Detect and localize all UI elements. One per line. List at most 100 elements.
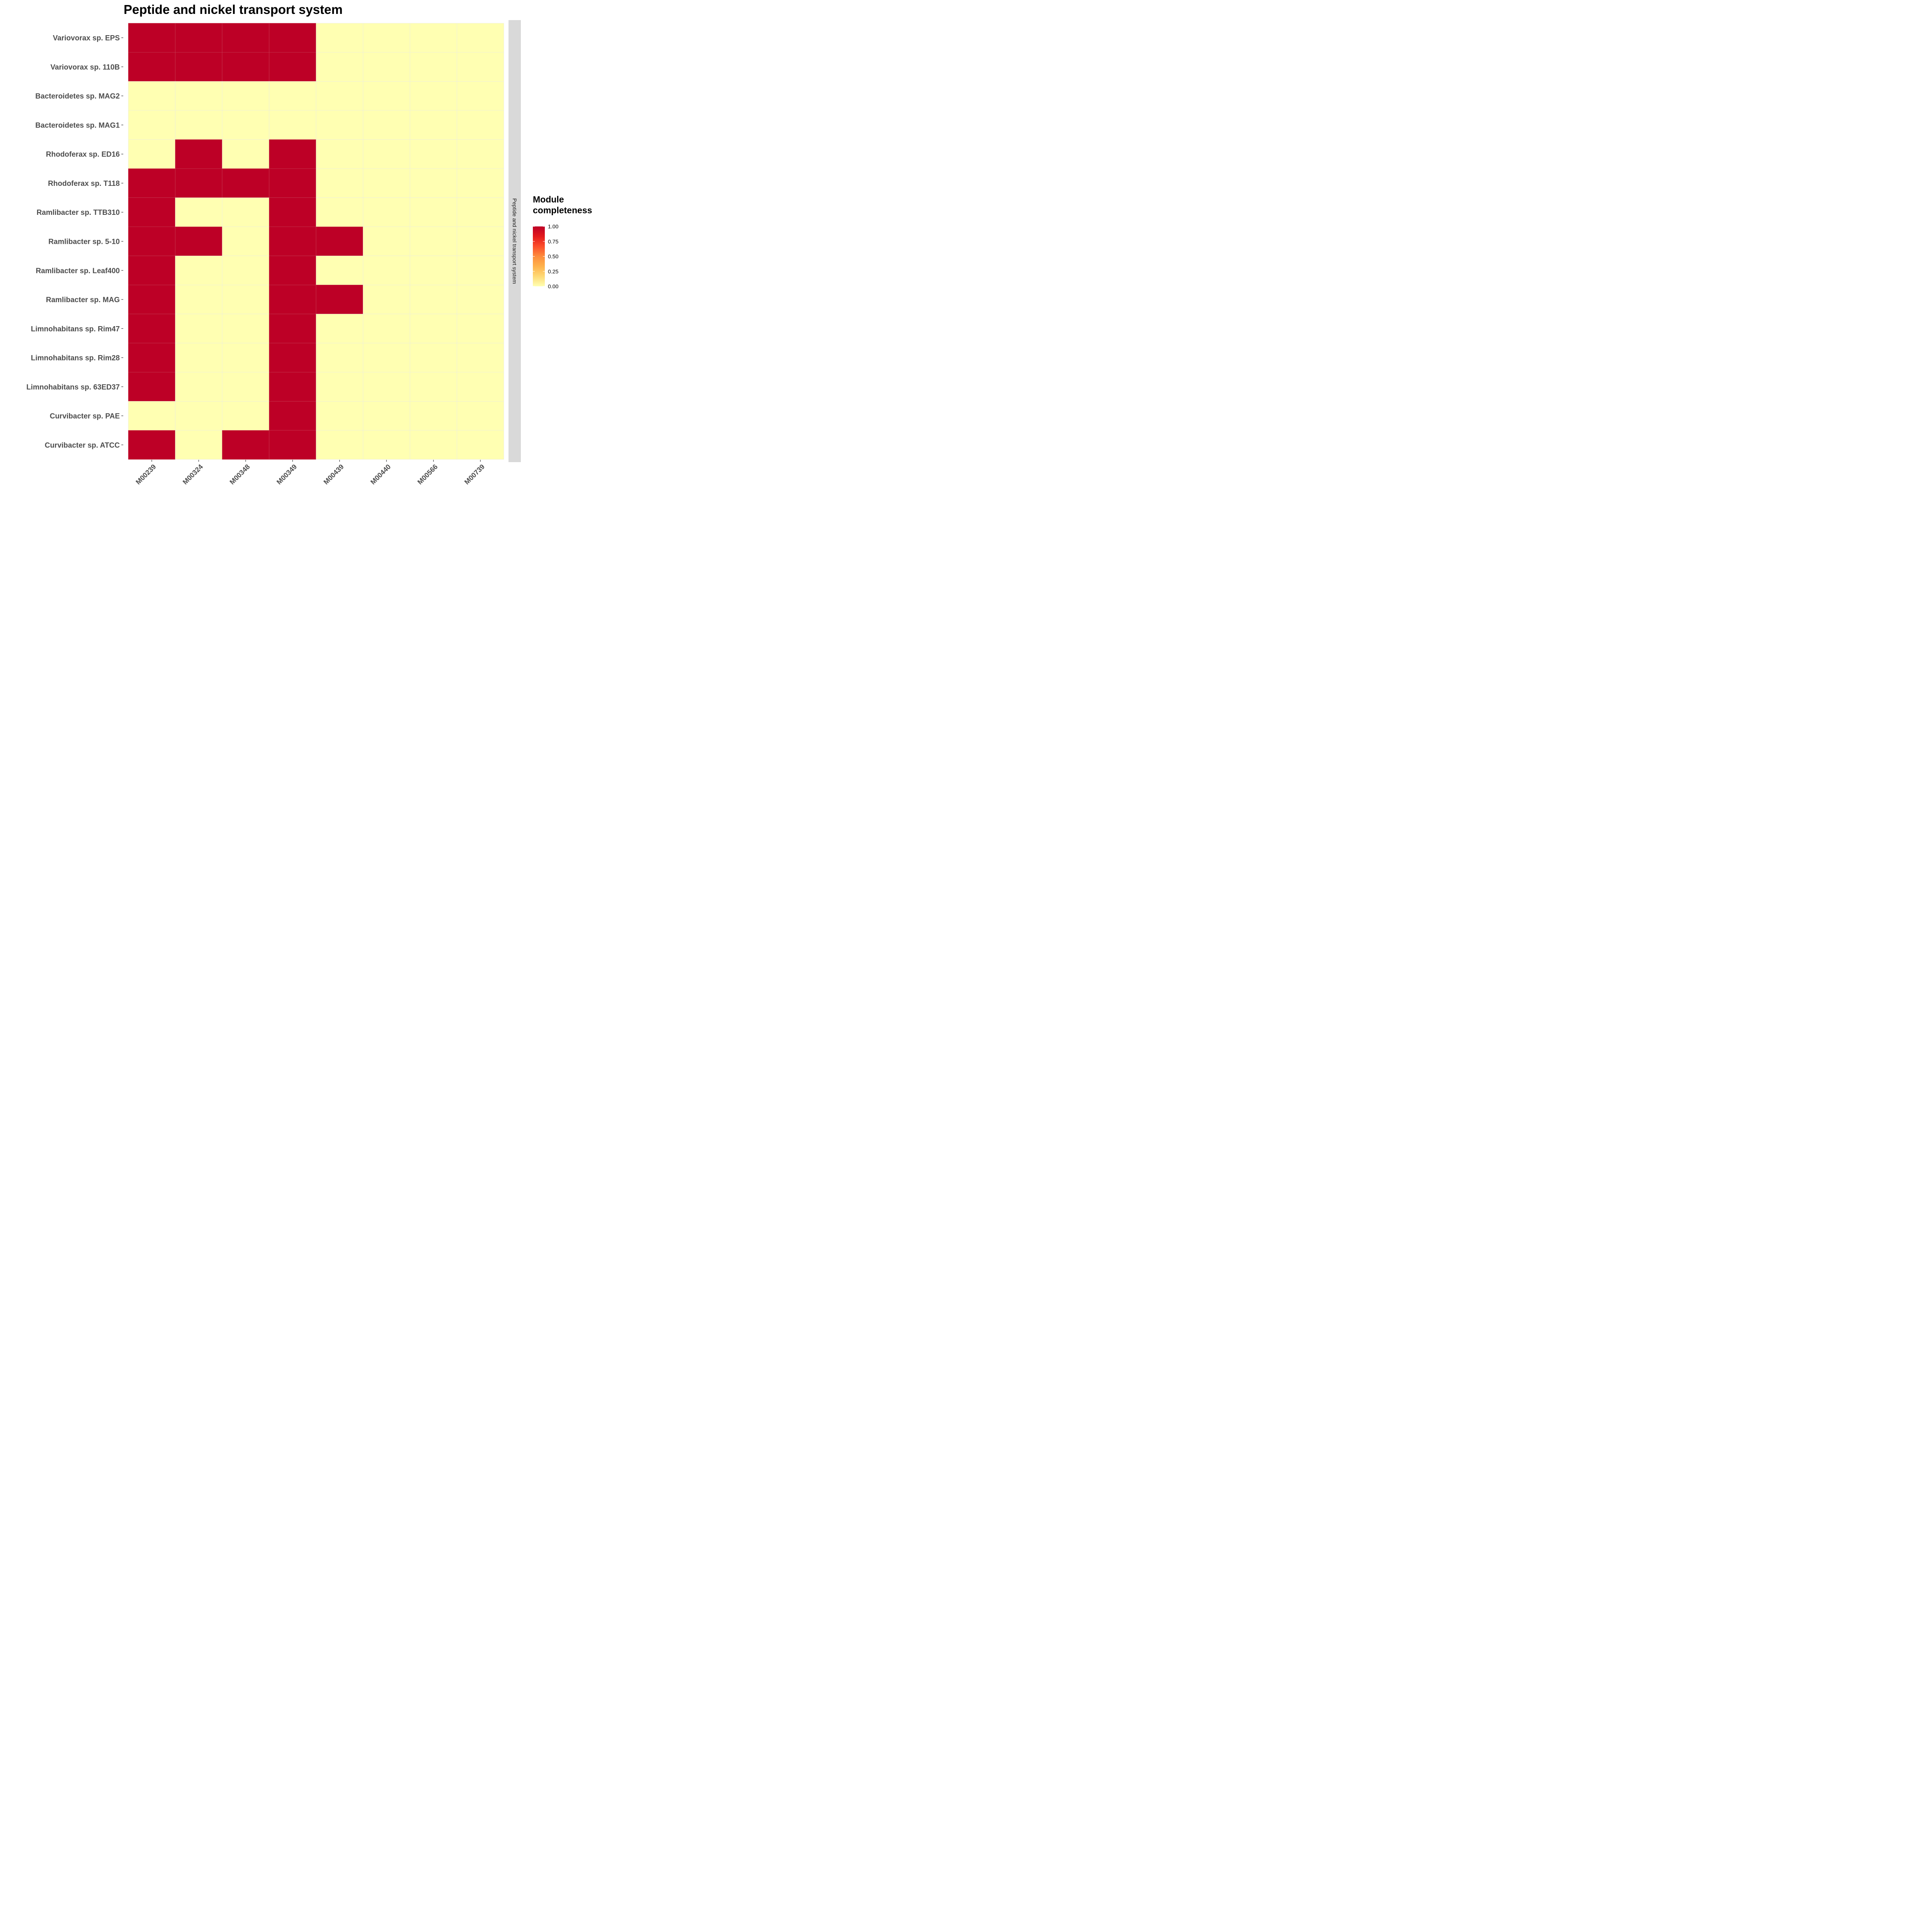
heatmap-cells xyxy=(128,23,504,460)
heatmap-cell xyxy=(316,343,363,372)
legend-tick-label: 0.00 xyxy=(548,283,558,289)
heatmap-cell xyxy=(269,168,316,198)
heatmap-cell xyxy=(363,139,410,169)
heatmap-cell xyxy=(175,343,223,372)
heatmap-cell xyxy=(457,226,504,256)
heatmap-cell xyxy=(128,81,175,111)
heatmap-cell xyxy=(316,139,363,169)
heatmap-cell xyxy=(363,314,410,344)
heatmap-cell xyxy=(175,168,223,198)
y-tick-label: Rhodoferax sp. ED16 xyxy=(46,151,120,159)
heatmap-cell xyxy=(457,255,504,285)
heatmap-cell xyxy=(128,401,175,431)
legend-tick-label: 0.75 xyxy=(548,238,558,245)
heatmap-cell xyxy=(410,430,457,460)
legend-tick-label: 0.25 xyxy=(548,268,558,274)
y-tick-label: Curvibacter sp. PAE xyxy=(50,412,120,420)
heatmap-cell xyxy=(410,343,457,372)
heatmap-cell xyxy=(269,197,316,227)
heatmap-cell xyxy=(316,81,363,111)
heatmap-cell xyxy=(410,401,457,431)
x-tick-label: M00348 xyxy=(228,463,251,486)
facet-strip-label: Peptide and nickel transport system xyxy=(512,198,518,284)
heatmap-cell xyxy=(175,372,223,401)
heatmap-cell xyxy=(410,23,457,53)
heatmap-cell xyxy=(316,23,363,53)
y-tick-label: Limnohabitans sp. Rim28 xyxy=(31,354,120,362)
heatmap-cell xyxy=(457,314,504,344)
y-tick-label: Rhodoferax sp. T118 xyxy=(48,180,120,188)
heatmap-cell xyxy=(269,285,316,314)
x-tick-label: M00440 xyxy=(369,463,392,486)
heatmap-cell xyxy=(222,110,269,140)
heatmap-cell xyxy=(363,23,410,53)
heatmap-cell xyxy=(457,401,504,431)
heatmap-cell xyxy=(363,343,410,372)
heatmap-cell xyxy=(363,401,410,431)
heatmap-cell xyxy=(222,139,269,169)
x-tick-label: M00349 xyxy=(275,463,298,486)
heatmap-cell xyxy=(316,226,363,256)
heatmap-cell xyxy=(316,372,363,401)
legend-colorbar xyxy=(533,226,545,286)
heatmap-cell xyxy=(175,314,223,344)
heatmap-cell xyxy=(269,110,316,140)
heatmap-cell xyxy=(222,197,269,227)
heatmap-cell xyxy=(410,314,457,344)
heatmap-cell xyxy=(222,343,269,372)
color-legend: Module completeness 1.00 0.75 0.50 0.25 0.00 xyxy=(533,194,592,289)
heatmap-cell xyxy=(363,81,410,111)
heatmap-cell xyxy=(128,52,175,82)
heatmap-cell xyxy=(269,255,316,285)
heatmap-cell xyxy=(316,401,363,431)
heatmap-cell xyxy=(457,139,504,169)
heatmap-cell xyxy=(128,255,175,285)
legend-tick-label: 0.50 xyxy=(548,253,558,260)
heatmap-cell xyxy=(128,226,175,256)
heatmap-cell xyxy=(363,255,410,285)
heatmap-cell xyxy=(128,168,175,198)
heatmap-cell xyxy=(175,226,223,256)
heatmap-cell xyxy=(222,372,269,401)
y-tick-label: Limnohabitans sp. Rim47 xyxy=(31,325,120,333)
heatmap-cell xyxy=(363,52,410,82)
heatmap-cell xyxy=(457,110,504,140)
heatmap-chart: Peptide and nickel transport system Vari… xyxy=(26,2,592,486)
heatmap-cell xyxy=(457,372,504,401)
heatmap-cell xyxy=(128,430,175,460)
x-axis-labels: M00239 M00324 M00348 M00349 M00439 M00440 M005… xyxy=(134,463,486,486)
heatmap-cell xyxy=(410,226,457,256)
y-axis-labels: Variovorax sp. EPS Variovorax sp. 110B Bac… xyxy=(26,34,120,450)
y-axis-ticks xyxy=(121,37,123,445)
heatmap-cell xyxy=(175,255,223,285)
heatmap-cell xyxy=(410,139,457,169)
heatmap-cell xyxy=(222,314,269,344)
chart-title: Peptide and nickel transport system xyxy=(124,2,343,17)
heatmap-cell xyxy=(222,168,269,198)
heatmap-cell xyxy=(175,430,223,460)
x-tick-label: M00439 xyxy=(322,463,345,486)
legend-tick-label: 1.00 xyxy=(548,223,558,230)
heatmap-cell xyxy=(316,197,363,227)
heatmap-cell xyxy=(363,226,410,256)
heatmap-cell xyxy=(269,372,316,401)
heatmap-cell xyxy=(222,430,269,460)
heatmap-cell xyxy=(363,197,410,227)
y-tick-label: Bacteroidetes sp. MAG1 xyxy=(35,121,120,129)
y-tick-label: Curvibacter sp. ATCC xyxy=(45,441,120,449)
y-tick-label: Ramlibacter sp. TTB310 xyxy=(37,209,120,217)
heatmap-cell xyxy=(175,81,223,111)
y-tick-label: Variovorax sp. 110B xyxy=(50,63,120,71)
heatmap-cell xyxy=(269,139,316,169)
heatmap-cell xyxy=(128,23,175,53)
heatmap-cell xyxy=(175,23,223,53)
heatmap-cell xyxy=(222,81,269,111)
heatmap-cell xyxy=(457,343,504,372)
heatmap-cell xyxy=(410,285,457,314)
heatmap-cell xyxy=(410,168,457,198)
heatmap-cell xyxy=(128,372,175,401)
heatmap-cell xyxy=(316,285,363,314)
heatmap-cell xyxy=(457,23,504,53)
heatmap-cell xyxy=(410,81,457,111)
heatmap-cell xyxy=(128,314,175,344)
